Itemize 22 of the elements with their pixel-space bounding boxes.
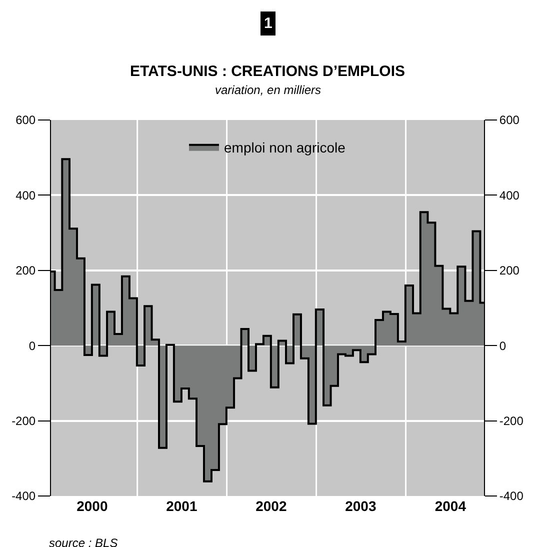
- chart-title: ETATS-UNIS : CREATIONS D’EMPLOIS: [130, 63, 406, 80]
- x-tick-label: 2002: [256, 498, 287, 514]
- y-tick-label: -400: [12, 489, 36, 504]
- legend-label: emploi non agricole: [224, 139, 346, 156]
- y2-tick-label: 400: [499, 188, 520, 202]
- y2-tick-label: 200: [499, 264, 520, 278]
- y2-tick-label: -400: [499, 489, 524, 504]
- y2-tick-label: 0: [499, 338, 506, 353]
- text: 1: [264, 15, 272, 32]
- y-tick-label: 0: [28, 338, 36, 353]
- x-tick-label: 2000: [76, 498, 108, 514]
- x-tick-label: 2003: [345, 498, 376, 514]
- y-tick-label: 200: [16, 264, 36, 278]
- y2-tick-label: 600: [499, 113, 520, 128]
- chart-subtitle: variation, en milliers: [215, 83, 322, 97]
- y-tick-label: 600: [16, 113, 36, 128]
- x-tick-label: 2004: [434, 498, 466, 514]
- x-tick-label: 2001: [166, 498, 198, 514]
- source-note: source : BLS: [49, 536, 118, 547]
- y2-tick-label: -200: [499, 414, 524, 428]
- y-tick-label: -200: [12, 414, 36, 428]
- y-tick-label: 400: [16, 188, 36, 202]
